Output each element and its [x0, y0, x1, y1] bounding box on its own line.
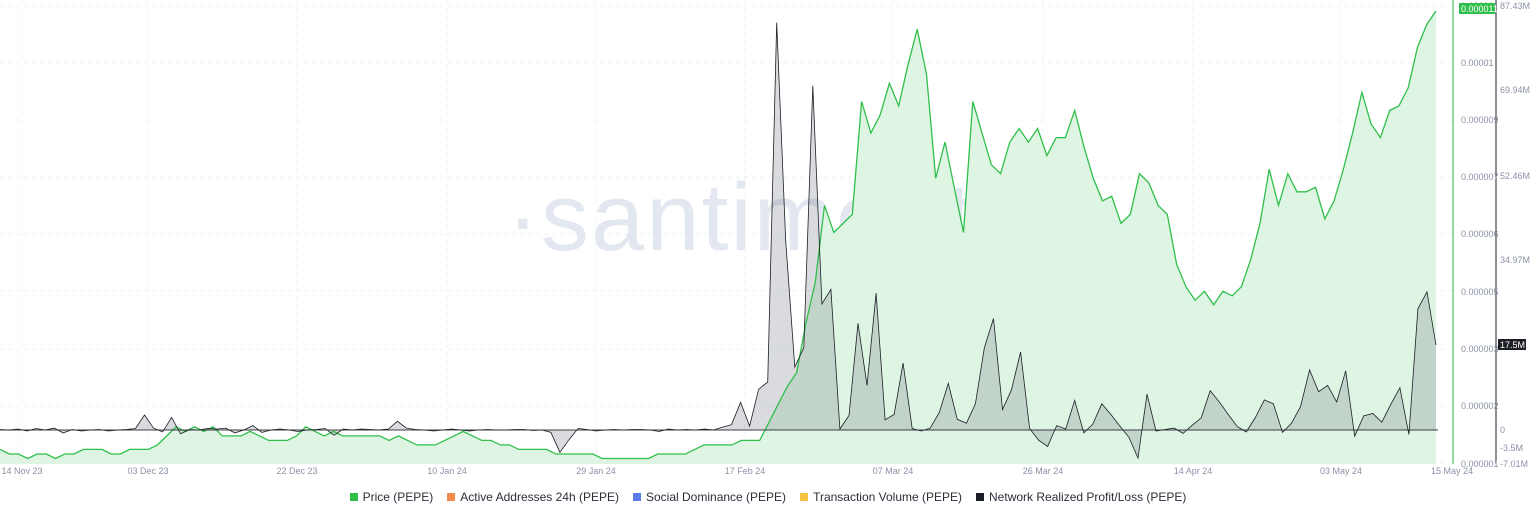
price-tick-label: 0.000002: [1461, 401, 1499, 411]
pnl-tick-label: 69.94M: [1500, 85, 1530, 95]
x-axis: 14 Nov 23 03 Dec 23 22 Dec 23 10 Jan 24 29 J…: [1, 466, 1473, 476]
price-line: [0, 10, 1437, 460]
legend-item[interactable]: Transaction Volume (PEPE): [800, 490, 962, 504]
price-tick-label: 0.000009: [1461, 115, 1499, 125]
x-tick-label: 14 Apr 24: [1174, 466, 1213, 476]
value-badges: 0.000011 17.5M: [1459, 3, 1526, 350]
pnl-current-badge: [1498, 339, 1526, 350]
price-current-label: 0.000011: [1461, 4, 1498, 14]
pnl-line: [0, 22, 1437, 460]
series-lines: [0, 0, 1497, 464]
legend-swatch: [349, 493, 358, 501]
pnl-tick-label: -3.5M: [1500, 443, 1523, 453]
x-tick-label: 03 May 24: [1320, 466, 1362, 476]
legend-label: Transaction Volume (PEPE): [813, 490, 963, 504]
x-tick-label: 14 Nov 23: [1, 466, 42, 476]
legend-item[interactable]: Social Dominance (PEPE): [633, 490, 786, 504]
legend-item[interactable]: Network Realized Profit/Loss (PEPE): [976, 490, 1186, 504]
x-tick-label: 15 May 24: [1431, 466, 1473, 476]
chart-canvas: ·santiment· 0.0000110.000010.0000090.000…: [0, 0, 1530, 476]
legend-item[interactable]: Price (PEPE): [349, 490, 434, 504]
legend-swatch: [633, 493, 641, 501]
legend-swatch: [976, 493, 985, 501]
price-tick-label: 0.000003: [1461, 344, 1499, 354]
legend-label: Social Dominance (PEPE): [646, 490, 787, 504]
pnl-tick-label: 0: [1500, 425, 1505, 435]
legend-label: Active Addresses 24h (PEPE): [460, 490, 619, 504]
price-tick-label: 0.00001: [1461, 58, 1494, 68]
x-tick-label: 26 Mar 24: [1023, 466, 1064, 476]
price-tick-label: 0.000005: [1461, 287, 1499, 297]
legend-swatch: [800, 493, 809, 501]
right-axis-price: 0.000011 0.00001 0.000009 0.000007 0.000006 0…: [1461, 1, 1499, 469]
x-tick-label: 29 Jan 24: [576, 466, 616, 476]
right-axis-pnl: 87.43M 69.94M 52.46M 34.97M 0 -3.5M -7.01M: [1500, 1, 1530, 469]
price-current-badge: [1459, 3, 1495, 14]
x-tick-label: 03 Dec 23: [127, 466, 168, 476]
legend-label: Network Realized Profit/Loss (PEPE): [989, 490, 1187, 504]
price-tick-label: 0.000006: [1461, 229, 1499, 239]
series-areas: [0, 11, 1436, 464]
price-tick-label: 0.000001: [1461, 459, 1499, 469]
pnl-tick-label: 34.97M: [1500, 255, 1530, 265]
legend-swatch: [447, 493, 456, 501]
pnl-tick-label: 52.46M: [1500, 171, 1530, 181]
chart-legend: Price (PEPE) Active Addresses 24h (PEPE) S…: [0, 490, 1536, 504]
price-tick-label: 0.000007: [1461, 172, 1499, 182]
x-tick-label: 17 Feb 24: [725, 466, 766, 476]
legend-label: Price (PEPE): [362, 490, 434, 504]
x-tick-label: 22 Dec 23: [276, 466, 317, 476]
x-tick-label: 07 Mar 24: [873, 466, 914, 476]
pnl-tick-label: -7.01M: [1500, 459, 1528, 469]
legend-item[interactable]: Active Addresses 24h (PEPE): [447, 490, 619, 504]
pnl-tick-label: 87.43M: [1500, 1, 1530, 11]
price-area: [0, 11, 1436, 464]
x-tick-label: 10 Jan 24: [427, 466, 467, 476]
pnl-current-label: 17.5M: [1500, 340, 1525, 350]
